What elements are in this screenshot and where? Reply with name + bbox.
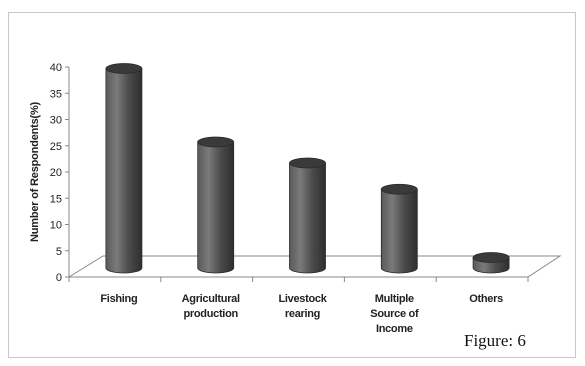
bar [197, 136, 235, 274]
y-tick-label: 0 [56, 272, 62, 284]
y-tick-label: 35 [50, 88, 62, 100]
bar-body [289, 162, 326, 274]
x-category-label: Livestock rearing [278, 293, 327, 320]
category-labels: Fishing Agricultural production Livestock re… [100, 293, 503, 335]
bar [289, 157, 326, 274]
bars [105, 63, 510, 274]
bar-top [380, 183, 418, 195]
bar-body [380, 188, 418, 274]
y-tick-label: 5 [56, 246, 62, 258]
bar-body [197, 141, 235, 274]
x-category-label: Agricultural production [182, 293, 240, 320]
x-category-label: Others [469, 293, 503, 305]
bar-top [289, 157, 326, 169]
y-tick-label: 10 [50, 220, 62, 232]
bar-top [105, 63, 143, 74]
bar [105, 63, 143, 274]
y-tick-label: 25 [50, 141, 62, 153]
bar-top [197, 136, 235, 148]
x-category-label: Fishing [100, 293, 137, 305]
bar [380, 183, 418, 274]
y-tick-label: 40 [50, 62, 62, 74]
y-tick-label: 20 [50, 167, 62, 179]
y-tick-label: 15 [50, 193, 62, 205]
y-axis-label: Number of Respondents(%) [29, 101, 41, 242]
figure-label: Figure: 6 [464, 331, 526, 350]
y-tick-label: 30 [50, 115, 62, 127]
bar-body [105, 68, 143, 274]
x-category-label: Multiple Source of Income [370, 293, 419, 335]
bar-top [472, 252, 510, 263]
bar [472, 252, 510, 274]
